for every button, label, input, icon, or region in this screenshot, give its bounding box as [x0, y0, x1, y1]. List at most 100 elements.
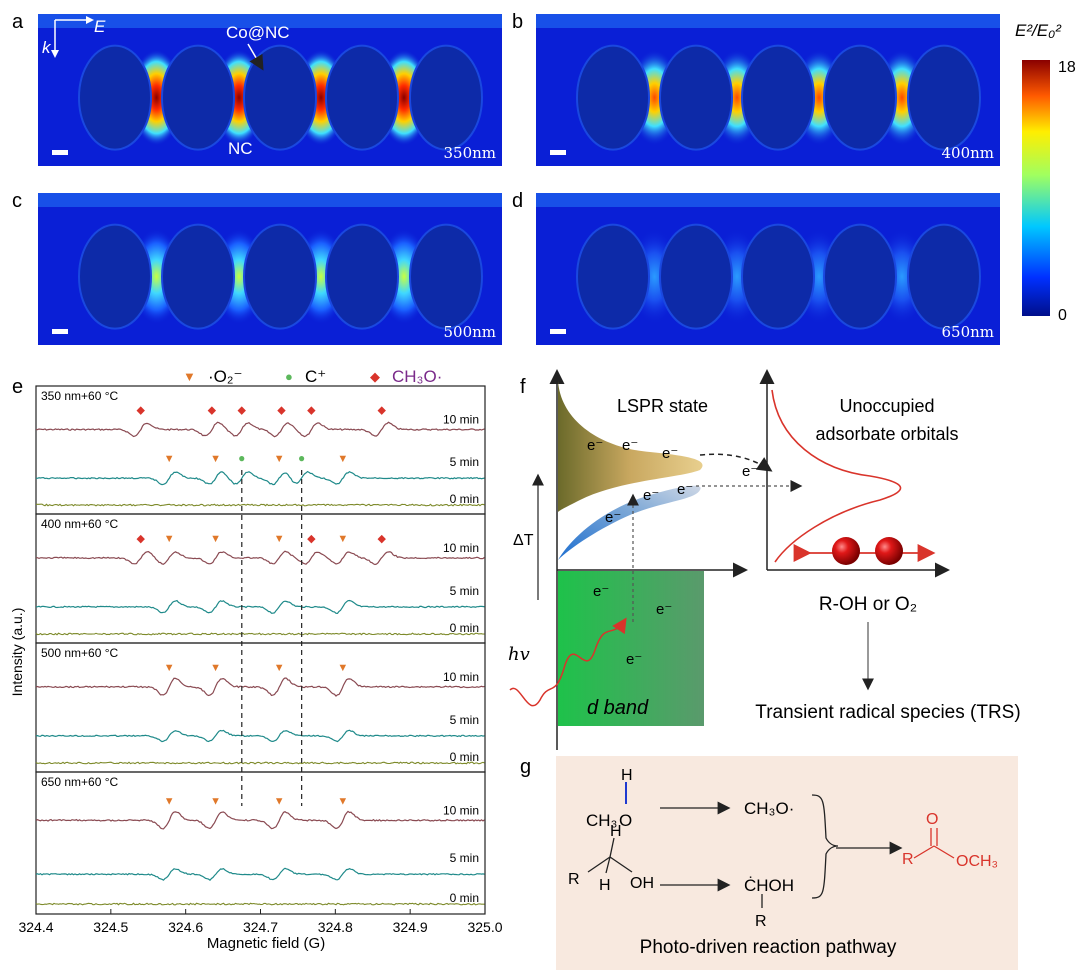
panel-letter-d: d	[512, 190, 523, 212]
o2-marker: ▼	[210, 453, 221, 465]
electron-9: e⁻	[626, 651, 642, 668]
electron-6: e⁻	[605, 509, 621, 526]
o2-marker: ▼	[210, 795, 221, 807]
series-0-min	[36, 503, 485, 507]
o2-marker: ▼	[337, 453, 348, 465]
electron-transfer: e⁻	[742, 463, 758, 480]
ch3o-marker: ◆	[208, 405, 217, 417]
k-label: k	[42, 38, 52, 57]
lspr-upper-lobe	[558, 380, 703, 512]
energy-diagram	[509, 369, 950, 750]
atom-left	[832, 537, 860, 565]
ch3o-marker: ◆	[307, 405, 316, 417]
x-tick-label: 325.0	[467, 919, 502, 935]
legend-ch3o-marker: ◆	[370, 369, 380, 384]
o2-marker: ▼	[164, 533, 175, 545]
nc-label: NC	[228, 139, 253, 158]
co-nc-particle	[823, 223, 897, 330]
alcohol-h-top: H	[610, 823, 622, 840]
epr-group: 500 nm+60 °C 10 min 5 min 0 min ▼ ▼ ▼ ▼	[35, 642, 486, 773]
epr-group-label: 350 nm+60 °C	[41, 389, 119, 403]
unoccupied-label: Unoccupied	[839, 396, 934, 416]
series-10-min	[35, 677, 485, 697]
x-axis-label: Magnetic field (G)	[207, 935, 325, 952]
field-map-a: 350nm	[38, 14, 502, 166]
co-nc-particle	[78, 223, 152, 330]
panel-letter-g: g	[520, 756, 531, 778]
ch3o-marker: ◆	[277, 405, 286, 417]
co-nc-particle	[659, 44, 733, 151]
epr-group-label: 500 nm+60 °C	[41, 646, 119, 660]
electron-1: e⁻	[587, 437, 603, 454]
series-5-min	[35, 867, 485, 882]
series-label: 10 min	[443, 670, 479, 684]
co-nc-particle	[741, 223, 815, 330]
epr-group-label: 400 nm+60 °C	[41, 517, 119, 531]
co-nc-particle	[409, 44, 483, 151]
trs-label: Transient radical species (TRS)	[755, 702, 1020, 723]
series-label: 5 min	[450, 584, 479, 598]
y-axis-label: Intensity (a.u.)	[9, 608, 25, 697]
reaction-caption: Photo-driven reaction pathway	[640, 937, 897, 958]
c-marker: ●	[238, 451, 245, 465]
series-10-min	[35, 550, 485, 566]
ester-och3: OCH₃	[956, 853, 998, 870]
colorbar-min: 0	[1058, 307, 1067, 324]
x-tick-label: 324.4	[18, 919, 53, 935]
scale-bar	[550, 150, 566, 155]
methoxy-radical: CH₃O·	[744, 799, 794, 818]
legend-ch3o-label: CH₃O·	[392, 367, 442, 386]
o2-marker: ▼	[337, 795, 348, 807]
ch3o-marker: ◆	[238, 405, 247, 417]
o2-marker: ▼	[274, 453, 285, 465]
series-5-min	[35, 470, 485, 486]
co-nc-particle	[78, 44, 152, 151]
panel-letter-c: c	[12, 190, 22, 212]
wavelength-label: 400nm	[941, 144, 994, 162]
d-band-label: d band	[587, 697, 649, 719]
epr-chart: 350 nm+60 °C 10 min 5 min 0 min ◆ ◆ ◆ ◆ ◆ ◆ ▼ ▼ ▼ ▼ ● ●…	[18, 385, 503, 935]
o2-marker: ▼	[164, 453, 175, 465]
series-5-min	[35, 729, 485, 743]
series-label: 0 min	[450, 891, 479, 905]
adsorbate-label: adsorbate orbitals	[815, 424, 958, 444]
legend-o2-marker: ▼	[183, 369, 196, 384]
reaction-scheme	[587, 782, 955, 908]
scale-bar	[52, 329, 68, 334]
co-nc-pointer	[247, 43, 264, 71]
ch3o-marker: ◆	[377, 533, 386, 545]
hv-label: hv	[508, 644, 530, 665]
wavelength-label: 500nm	[443, 323, 496, 341]
co-nc-particle	[325, 223, 399, 330]
o2-marker: ▼	[210, 662, 221, 674]
panel-letter-a: a	[12, 11, 24, 33]
legend-c-marker: ●	[285, 369, 293, 384]
adsorbate-orbital-curve	[771, 389, 902, 563]
co-nc-particle	[243, 223, 317, 330]
co-nc-particle	[741, 44, 815, 151]
o2-marker: ▼	[337, 662, 348, 674]
scale-bar	[52, 150, 68, 155]
co-nc-particle	[161, 223, 235, 330]
co-nc-particle	[161, 44, 235, 151]
lspr-lower-lobe	[558, 485, 701, 560]
series-label: 0 min	[450, 750, 479, 764]
atom-right	[875, 537, 903, 565]
field-map-c: 500nm	[38, 193, 502, 345]
o2-marker: ▼	[210, 533, 221, 545]
field-map-b: 400nm	[536, 14, 1000, 166]
co-nc-particle	[243, 44, 317, 151]
o2-marker: ▼	[274, 662, 285, 674]
series-label: 5 min	[450, 851, 479, 865]
field-map-panels: 350nm 400nm 500nm 650nm	[38, 14, 1000, 345]
epr-group: 650 nm+60 °C 10 min 5 min 0 min ▼ ▼ ▼ ▼	[35, 771, 486, 915]
o2-marker: ▼	[274, 795, 285, 807]
co-nc-particle	[659, 223, 733, 330]
ch3o-marker: ◆	[137, 533, 146, 545]
electron-8: e⁻	[656, 601, 672, 618]
co-nc-particle	[907, 223, 981, 330]
o2-marker: ▼	[337, 533, 348, 545]
series-0-min	[35, 902, 485, 906]
alcohol-h-bottom: H	[599, 877, 611, 894]
co-nc-particle	[576, 44, 650, 151]
